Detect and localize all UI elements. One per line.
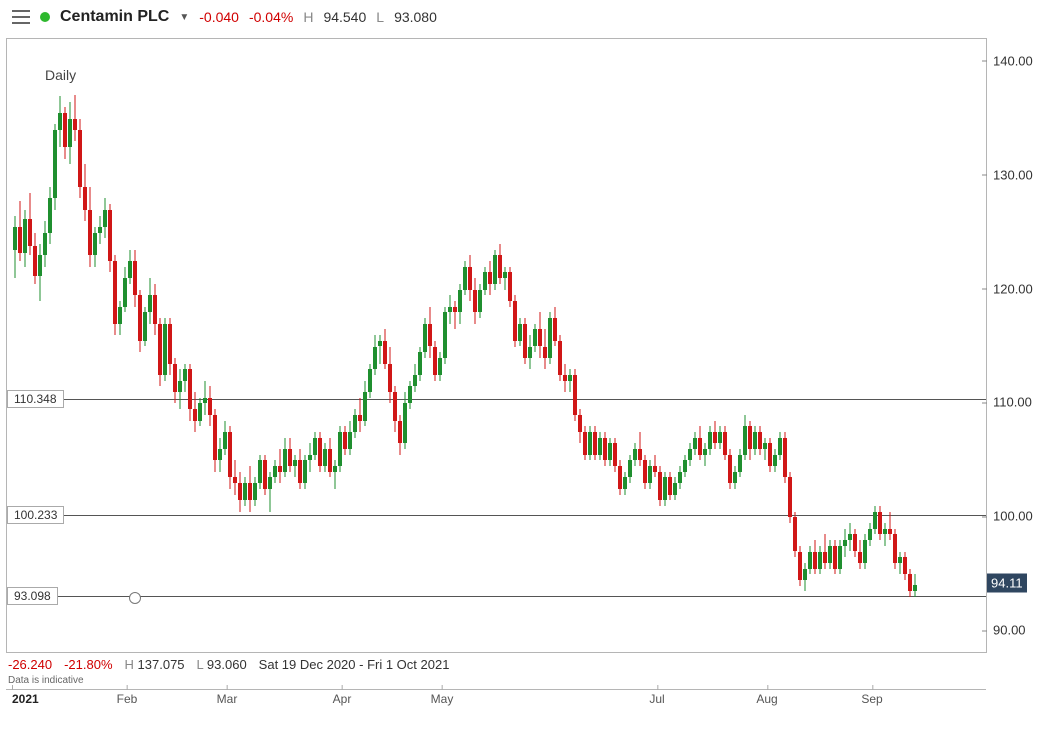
x-tick-row: 2021 Feb Mar Apr May Jul Aug Sep xyxy=(6,689,986,705)
price-change-abs: -0.040 xyxy=(199,9,239,25)
price-reference-label: 93.098 xyxy=(7,587,58,605)
price-reference-line[interactable] xyxy=(7,515,986,516)
range-low-prefix: L xyxy=(197,657,204,672)
y-tick-label: 120.00 xyxy=(987,281,1033,296)
range-low: 93.060 xyxy=(207,657,247,672)
x-axis: -26.240 -21.80% H 137.075 L 93.060 Sat 1… xyxy=(6,653,986,697)
x-tick-label: Aug xyxy=(756,690,777,706)
chart-header: Centamin PLC ▼ -0.040 -0.04% H 94.540 L … xyxy=(0,0,1037,34)
menu-icon[interactable] xyxy=(12,10,30,24)
session-high: 94.540 xyxy=(323,9,366,25)
ticker-name[interactable]: Centamin PLC xyxy=(60,8,169,26)
low-prefix: L xyxy=(376,9,384,25)
price-reference-label: 110.348 xyxy=(7,390,64,408)
x-tick-label: Jul xyxy=(649,690,664,706)
x-tick-label: 2021 xyxy=(12,690,39,706)
range-change-pct: -21.80% xyxy=(64,657,112,672)
range-summary: -26.240 -21.80% H 137.075 L 93.060 Sat 1… xyxy=(8,657,449,672)
data-disclaimer: Data is indicative xyxy=(8,675,84,686)
y-tick-label: 140.00 xyxy=(987,53,1033,68)
x-tick-label: Sep xyxy=(861,690,882,706)
price-reference-line[interactable] xyxy=(7,399,986,400)
date-range: Sat 19 Dec 2020 - Fri 1 Oct 2021 xyxy=(259,657,450,672)
x-tick-label: Feb xyxy=(117,690,138,706)
x-tick-label: May xyxy=(431,690,454,706)
high-prefix: H xyxy=(303,9,313,25)
current-price-tag: 94.11 xyxy=(987,574,1027,593)
chart-container: Daily 110.348 100.233 93.098 90.00 100.00 11… xyxy=(6,38,1030,698)
ticker-dropdown-icon[interactable]: ▼ xyxy=(179,12,189,23)
y-tick-label: 130.00 xyxy=(987,167,1033,182)
session-low: 93.080 xyxy=(394,9,437,25)
range-high-prefix: H xyxy=(125,657,134,672)
y-axis: 90.00 100.00 110.00 120.00 130.00 140.00 94.11 xyxy=(986,38,1036,653)
x-tick-label: Apr xyxy=(333,690,352,706)
interval-label[interactable]: Daily xyxy=(45,67,76,83)
y-tick-label: 100.00 xyxy=(987,509,1033,524)
price-reference-label: 100.233 xyxy=(7,506,64,524)
price-change-pct: -0.04% xyxy=(249,9,293,25)
price-reference-line[interactable] xyxy=(7,596,986,597)
range-change-abs: -26.240 xyxy=(8,657,52,672)
y-tick-label: 110.00 xyxy=(987,395,1032,410)
plot-area[interactable]: Daily 110.348 100.233 93.098 xyxy=(6,38,986,653)
range-high: 137.075 xyxy=(138,657,185,672)
x-tick-label: Mar xyxy=(217,690,238,706)
status-dot-icon xyxy=(40,12,50,22)
y-tick-label: 90.00 xyxy=(987,623,1026,638)
